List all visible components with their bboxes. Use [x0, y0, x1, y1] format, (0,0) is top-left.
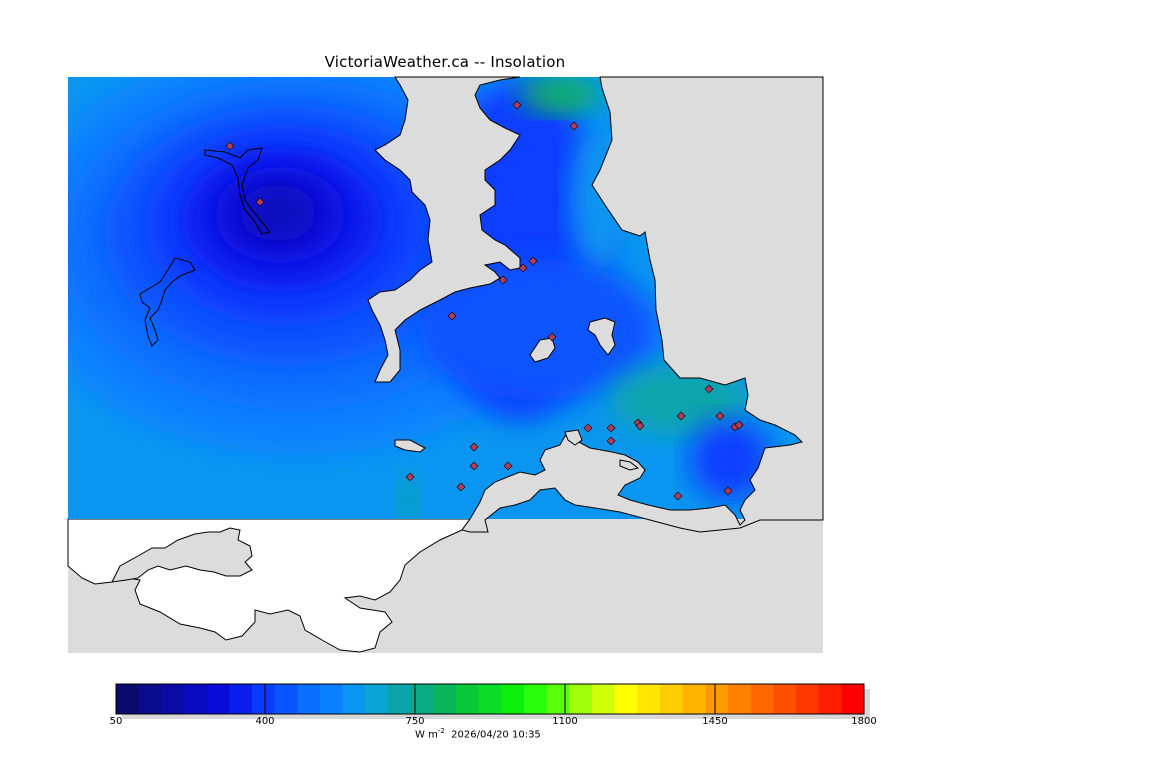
station-marker[interactable] — [704, 384, 714, 394]
station-marker[interactable] — [503, 461, 513, 471]
station-marker[interactable] — [456, 482, 466, 492]
colorbar-swatch — [728, 684, 752, 714]
station-marker[interactable] — [673, 491, 683, 501]
colorbar-swatch — [342, 684, 366, 714]
colorbar-swatch — [410, 684, 434, 714]
colorbar-swatch — [161, 684, 185, 714]
islands — [139, 147, 640, 471]
station-marker[interactable] — [498, 275, 508, 285]
colorbar-swatch — [546, 684, 570, 714]
colorbar-swatch — [320, 684, 344, 714]
colorbar-tick-label: 1450 — [702, 716, 728, 727]
colorbar-swatch — [773, 684, 797, 714]
station-marker[interactable] — [447, 311, 457, 321]
colorbar-swatch — [705, 684, 729, 714]
colorbar-swatch — [569, 684, 593, 714]
colorbar-tick-label: 1800 — [851, 716, 877, 727]
colorbar-tick-label: 400 — [255, 716, 275, 727]
colorbar-swatch — [116, 684, 140, 714]
station-marker[interactable] — [469, 461, 479, 471]
station-marker[interactable] — [518, 263, 528, 273]
colorbar-swatch — [818, 684, 842, 714]
station-markers — [225, 100, 744, 501]
colorbar-swatch — [274, 684, 298, 714]
colorbar-swatch — [252, 684, 276, 714]
colorbar-swatch — [614, 684, 638, 714]
colorbar-border — [115, 683, 865, 715]
coastlines — [367, 76, 824, 533]
land-peninsula — [367, 76, 521, 383]
timestamp: 2026/04/20 10:35 — [451, 729, 541, 741]
colorbar-swatch — [682, 684, 706, 714]
station-marker[interactable] — [635, 421, 645, 431]
station-marker[interactable] — [606, 423, 616, 433]
colorbar-swatch — [660, 684, 684, 714]
colorbar-swatch — [592, 684, 616, 714]
station-marker[interactable] — [512, 100, 522, 110]
colorbar-swatch — [524, 684, 548, 714]
station-marker[interactable] — [606, 436, 616, 446]
colorbar-swatch — [478, 684, 502, 714]
colorbar-swatch — [297, 684, 321, 714]
colorbar-swatch — [841, 684, 865, 714]
colorbar-swatch — [433, 684, 457, 714]
colorbar-swatch — [501, 684, 525, 714]
colorbar-swatch — [637, 684, 661, 714]
station-marker[interactable] — [676, 411, 686, 421]
colorbar-tick-label: 50 — [109, 716, 123, 727]
station-marker[interactable] — [569, 121, 579, 131]
station-marker[interactable] — [583, 423, 593, 433]
colorbar-swatch — [750, 684, 774, 714]
station-marker[interactable] — [547, 332, 557, 342]
station-marker[interactable] — [723, 486, 733, 496]
station-marker[interactable] — [225, 141, 235, 151]
colorbar-swatch — [456, 684, 480, 714]
colorbar-swatch — [388, 684, 412, 714]
station-marker[interactable] — [715, 411, 725, 421]
colorbar-tick-label: 750 — [405, 716, 425, 727]
colorbar-swatch — [229, 684, 253, 714]
colorbar-swatch — [206, 684, 230, 714]
units-label: W m — [415, 729, 438, 741]
colorbar-swatch — [184, 684, 208, 714]
colorbar-swatch — [365, 684, 389, 714]
colorbar-swatch — [796, 684, 820, 714]
land-mainland — [461, 76, 824, 533]
land-island-south — [111, 527, 253, 583]
station-marker[interactable] — [405, 472, 415, 482]
colorbar-tick-label: 1100 — [552, 716, 578, 727]
station-marker[interactable] — [255, 197, 265, 207]
colorbar-caption: W m-2 2026/04/20 10:35 — [415, 727, 541, 740]
units-exponent: -2 — [437, 727, 445, 735]
map-title: VictoriaWeather.ca -- Insolation — [324, 53, 566, 71]
colorbar — [115, 683, 870, 719]
station-marker[interactable] — [734, 420, 744, 430]
station-marker[interactable] — [469, 442, 479, 452]
colorbar-swatch — [138, 684, 162, 714]
station-marker[interactable] — [528, 256, 538, 266]
